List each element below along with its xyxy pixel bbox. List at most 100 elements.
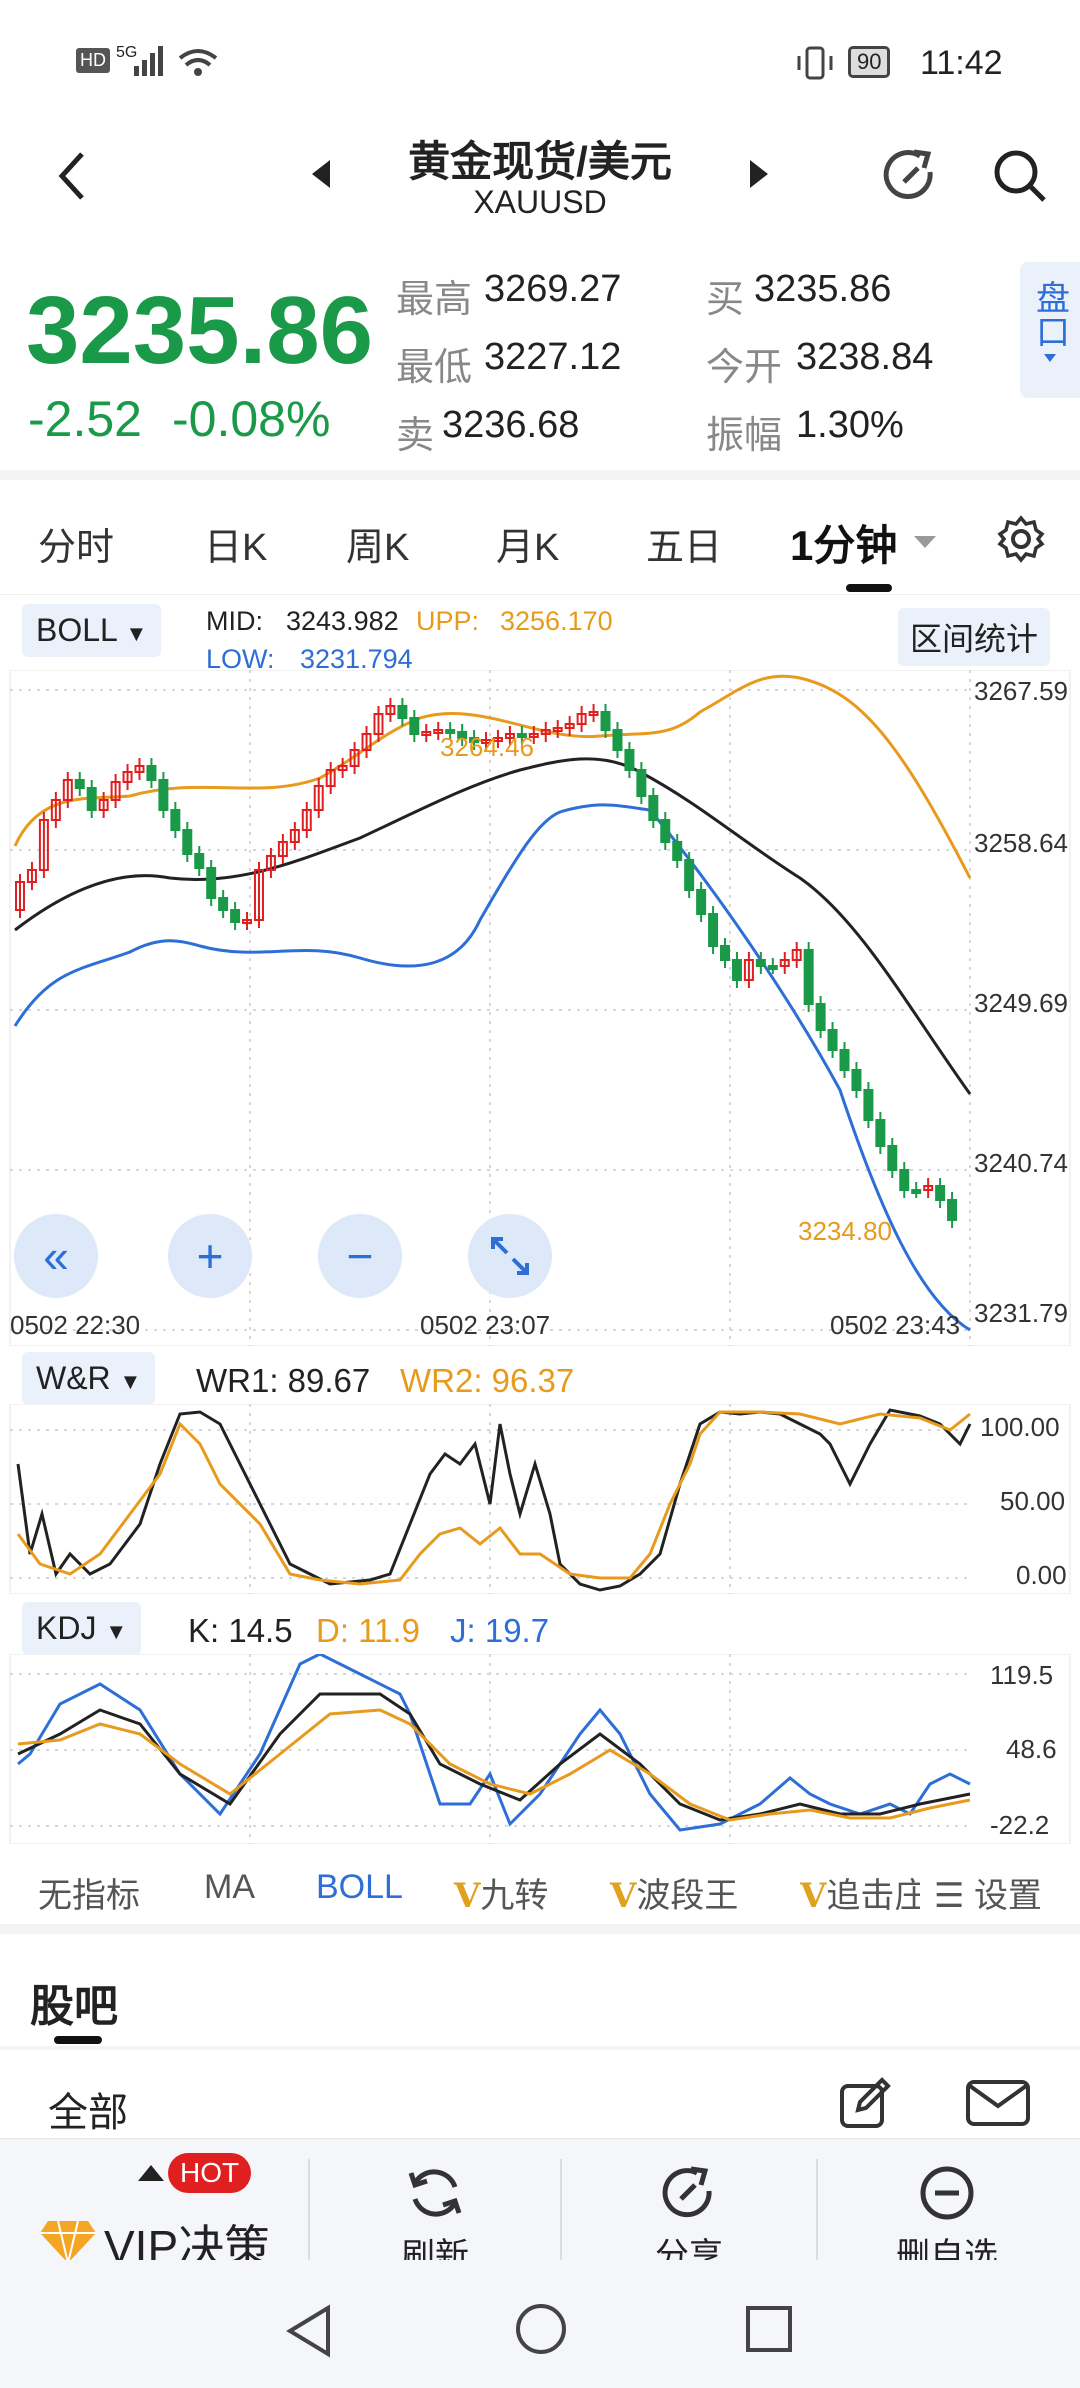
candle-body bbox=[194, 853, 205, 869]
tab-five-day[interactable]: 五日 bbox=[646, 527, 723, 569]
zoom-out-button[interactable]: − bbox=[318, 1214, 402, 1298]
candle-body bbox=[242, 919, 253, 924]
ind-tab-nine-turn-label: 九转 bbox=[480, 1877, 549, 1915]
max-price-marker: 3264.46 bbox=[440, 732, 534, 762]
candle-body bbox=[851, 1069, 862, 1091]
page-title: 黄金现货/美元 bbox=[408, 138, 672, 185]
forum-tab-indicator bbox=[54, 2036, 102, 2044]
high-value: 3269.27 bbox=[484, 268, 622, 310]
message-icon[interactable] bbox=[966, 2080, 1030, 2128]
last-price: 3235.86 bbox=[26, 277, 374, 384]
share-icon[interactable] bbox=[882, 146, 942, 206]
zoom-in-button[interactable]: + bbox=[168, 1214, 252, 1298]
divider bbox=[308, 2159, 310, 2279]
x-tick-2: 0502 23:07 bbox=[420, 1310, 550, 1340]
candle-body bbox=[612, 729, 623, 751]
upp-label: UPP: bbox=[416, 606, 480, 636]
kdj-j-line bbox=[17, 1654, 971, 1832]
candle-body bbox=[385, 705, 396, 715]
candle-body bbox=[624, 749, 635, 771]
candle-body bbox=[313, 785, 324, 811]
candle-body bbox=[253, 869, 264, 921]
back-triangle-icon[interactable] bbox=[284, 2304, 334, 2358]
amp-label: 振幅 bbox=[706, 415, 783, 457]
hd-badge: HD bbox=[76, 48, 110, 73]
gear-icon[interactable] bbox=[996, 514, 1046, 564]
chevron-down-icon: ▼ bbox=[125, 621, 148, 646]
ind-tab-chase[interactable]: V追击庄 bbox=[800, 1868, 920, 1917]
indicator-settings-button[interactable]: ☰ 设置 bbox=[928, 1868, 1042, 1917]
prev-symbol-icon[interactable] bbox=[306, 154, 336, 194]
candle-body bbox=[62, 779, 73, 801]
open-label: 今开 bbox=[706, 347, 783, 389]
y-tick-2: 3258.64 bbox=[974, 828, 1068, 858]
top-nav: 黄金现货/美元 XAUUSD bbox=[0, 110, 1080, 240]
candle-body bbox=[289, 829, 300, 843]
candle-body bbox=[122, 771, 133, 783]
candle-body bbox=[469, 737, 480, 743]
order-book-button[interactable]: 盘口 bbox=[1020, 262, 1080, 398]
boll-mid-line bbox=[14, 757, 972, 1095]
chevron-down-icon[interactable] bbox=[910, 532, 940, 552]
x-tick-1: 0502 22:30 bbox=[10, 1310, 140, 1340]
wr-tick-3: 0.00 bbox=[1016, 1560, 1067, 1590]
ind-tab-ma[interactable]: MA bbox=[204, 1868, 255, 1906]
candle-body bbox=[15, 881, 25, 911]
fullscreen-button[interactable] bbox=[468, 1214, 552, 1298]
back-icon[interactable] bbox=[52, 146, 92, 206]
buy-value: 3235.86 bbox=[754, 268, 892, 310]
forum-title[interactable]: 股吧 bbox=[30, 1982, 118, 2031]
status-bar: HD 5G 90 11:42 bbox=[0, 0, 1080, 110]
vip-v-icon: V bbox=[610, 1876, 637, 1916]
ind-tab-wave-king[interactable]: V波段王 bbox=[610, 1868, 738, 1917]
tab-1min[interactable]: 1分钟 bbox=[790, 522, 898, 569]
candle-body bbox=[361, 733, 372, 751]
next-symbol-icon[interactable] bbox=[744, 154, 774, 194]
vibrate-icon bbox=[797, 46, 833, 80]
scroll-left-button[interactable]: « bbox=[14, 1214, 98, 1298]
sell-label: 卖 bbox=[396, 415, 435, 457]
kdj-k-value: K: 14.5 bbox=[188, 1612, 293, 1649]
indicator-selector-kdj[interactable]: KDJ ▼ bbox=[22, 1602, 142, 1655]
kdj-name: KDJ bbox=[36, 1610, 97, 1646]
candle-body bbox=[373, 713, 384, 735]
candle-body bbox=[899, 1169, 910, 1191]
indicator-selector-wr[interactable]: W&R ▼ bbox=[22, 1352, 156, 1405]
candle-body bbox=[935, 1185, 946, 1201]
candle-body bbox=[492, 737, 503, 742]
candle-body bbox=[731, 959, 742, 981]
candle-body bbox=[588, 711, 599, 716]
indicator-selector-boll[interactable]: BOLL ▼ bbox=[22, 604, 162, 657]
tab-monthly-k[interactable]: 月K bbox=[496, 527, 560, 569]
forum-filter-all[interactable]: 全部 bbox=[48, 2091, 128, 2135]
recents-square-icon[interactable] bbox=[744, 2304, 794, 2354]
candle-body bbox=[540, 729, 551, 735]
price-change: -2.52 bbox=[28, 391, 142, 447]
minus-circle-icon bbox=[920, 2166, 974, 2220]
candle-body bbox=[839, 1049, 850, 1071]
home-circle-icon[interactable] bbox=[514, 2302, 568, 2356]
range-stats-button[interactable]: 区间统计 bbox=[898, 608, 1051, 666]
ind-tab-boll[interactable]: BOLL bbox=[316, 1868, 403, 1906]
wr-chart: 100.00 50.00 0.00 bbox=[9, 1404, 1071, 1594]
tab-weekly-k[interactable]: 周K bbox=[346, 527, 410, 569]
ind-tab-nine-turn[interactable]: V九转 bbox=[454, 1868, 548, 1917]
open-value: 3238.84 bbox=[796, 336, 934, 378]
minus-icon: − bbox=[346, 1230, 374, 1282]
search-icon[interactable] bbox=[990, 146, 1050, 206]
chevron-down-icon bbox=[1044, 354, 1056, 362]
low-label: LOW: bbox=[206, 644, 275, 674]
triangle-up-icon bbox=[138, 2165, 164, 2181]
clock: 11:42 bbox=[920, 44, 1003, 82]
tab-daily-k[interactable]: 日K bbox=[204, 527, 268, 569]
kdj-d-line bbox=[17, 1708, 971, 1822]
ind-tab-none[interactable]: 无指标 bbox=[38, 1877, 140, 1915]
edit-post-icon[interactable] bbox=[838, 2076, 894, 2132]
candle-body bbox=[86, 787, 97, 811]
period-tabs: 分时 日K 周K 月K 五日 1分钟 bbox=[0, 480, 1080, 595]
vip-v-icon: V bbox=[800, 1876, 827, 1916]
boll-lower-line bbox=[13, 803, 971, 1332]
candle-body bbox=[38, 819, 49, 871]
tab-time-share[interactable]: 分时 bbox=[38, 527, 115, 569]
quote-panel: 3235.86 -2.52 -0.08% 最高 3269.27 最低 3227.… bbox=[0, 240, 1080, 470]
